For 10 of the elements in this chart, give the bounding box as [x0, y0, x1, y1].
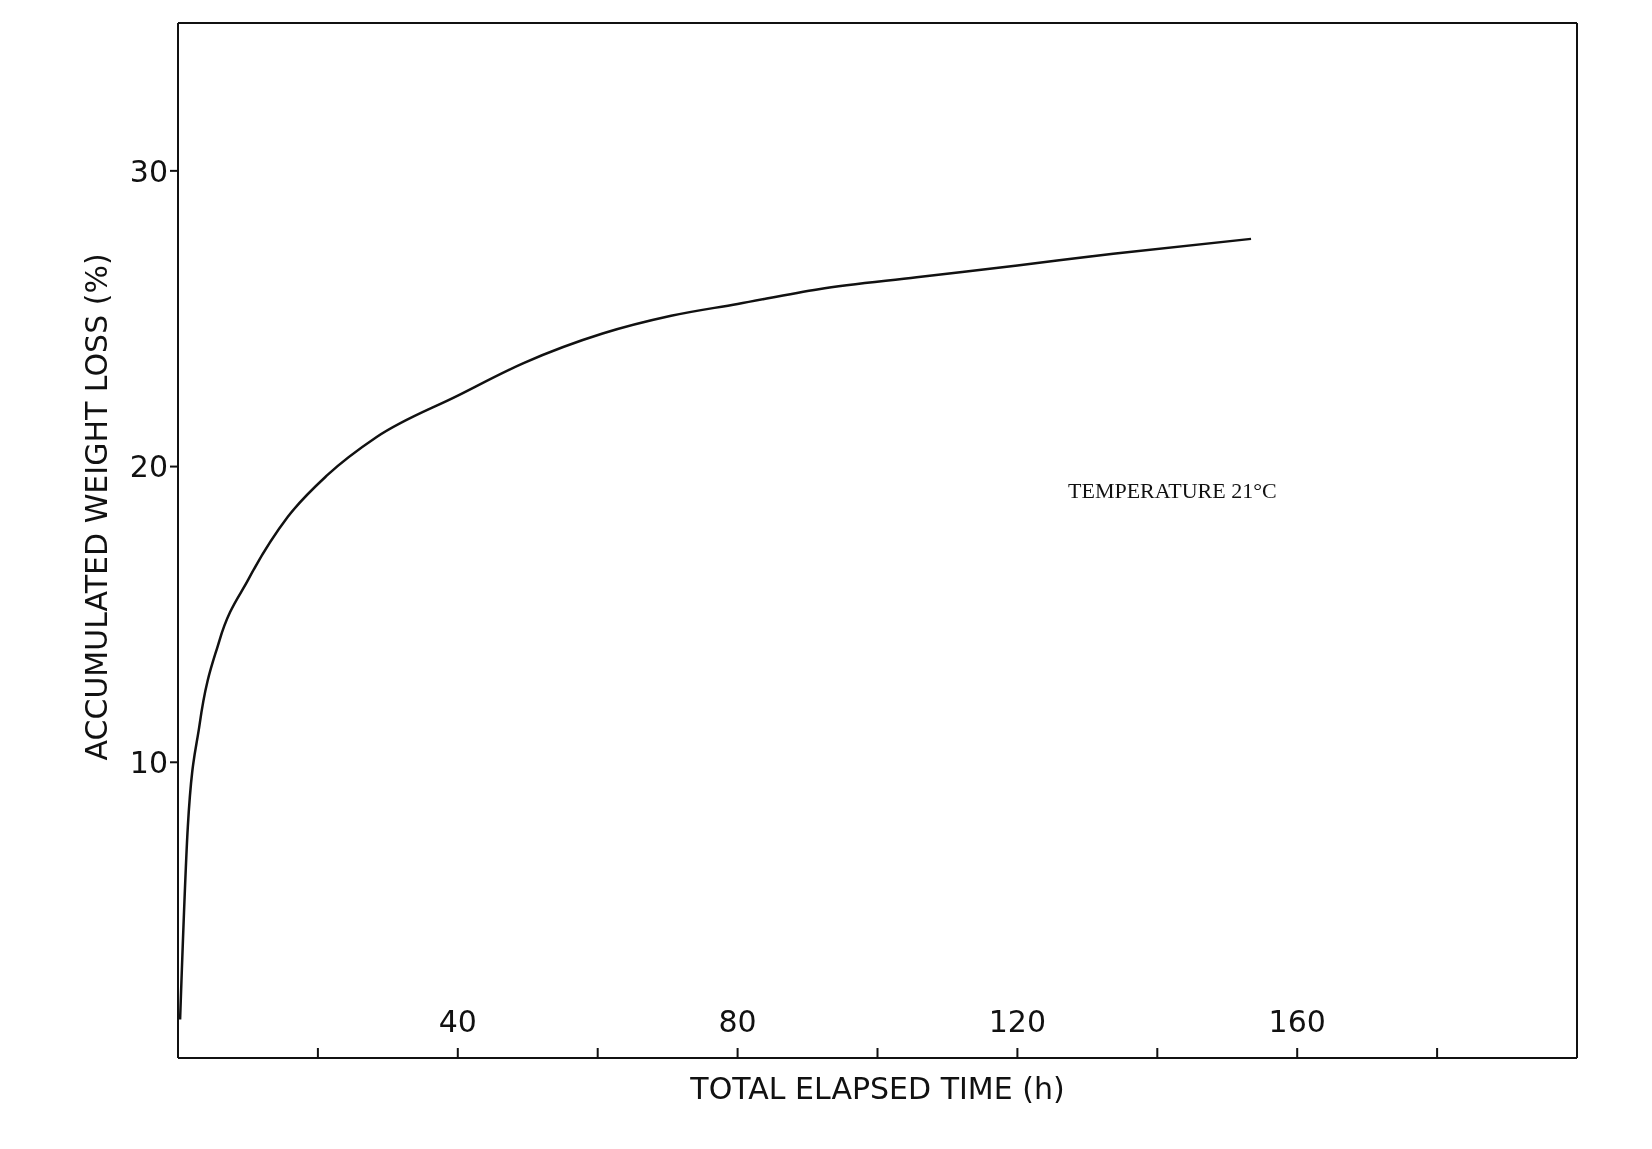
x-tick-label: 160	[1268, 1004, 1326, 1039]
annotation: TEMPERATURE 21°C	[1068, 478, 1277, 504]
y-axis-title: ACCUMULATED WEIGHT LOSS (%)	[78, 253, 114, 761]
x-tick-label: 40	[438, 1004, 477, 1039]
y-tick-label: 10	[129, 744, 168, 780]
y-tick-label: 20	[129, 449, 168, 485]
x-axis-title: TOTAL ELAPSED TIME (h)	[689, 1071, 1065, 1107]
y-tick-label: 30	[129, 153, 168, 189]
x-tick-label: 120	[988, 1004, 1047, 1039]
x-tick-label: 80	[718, 1004, 757, 1039]
